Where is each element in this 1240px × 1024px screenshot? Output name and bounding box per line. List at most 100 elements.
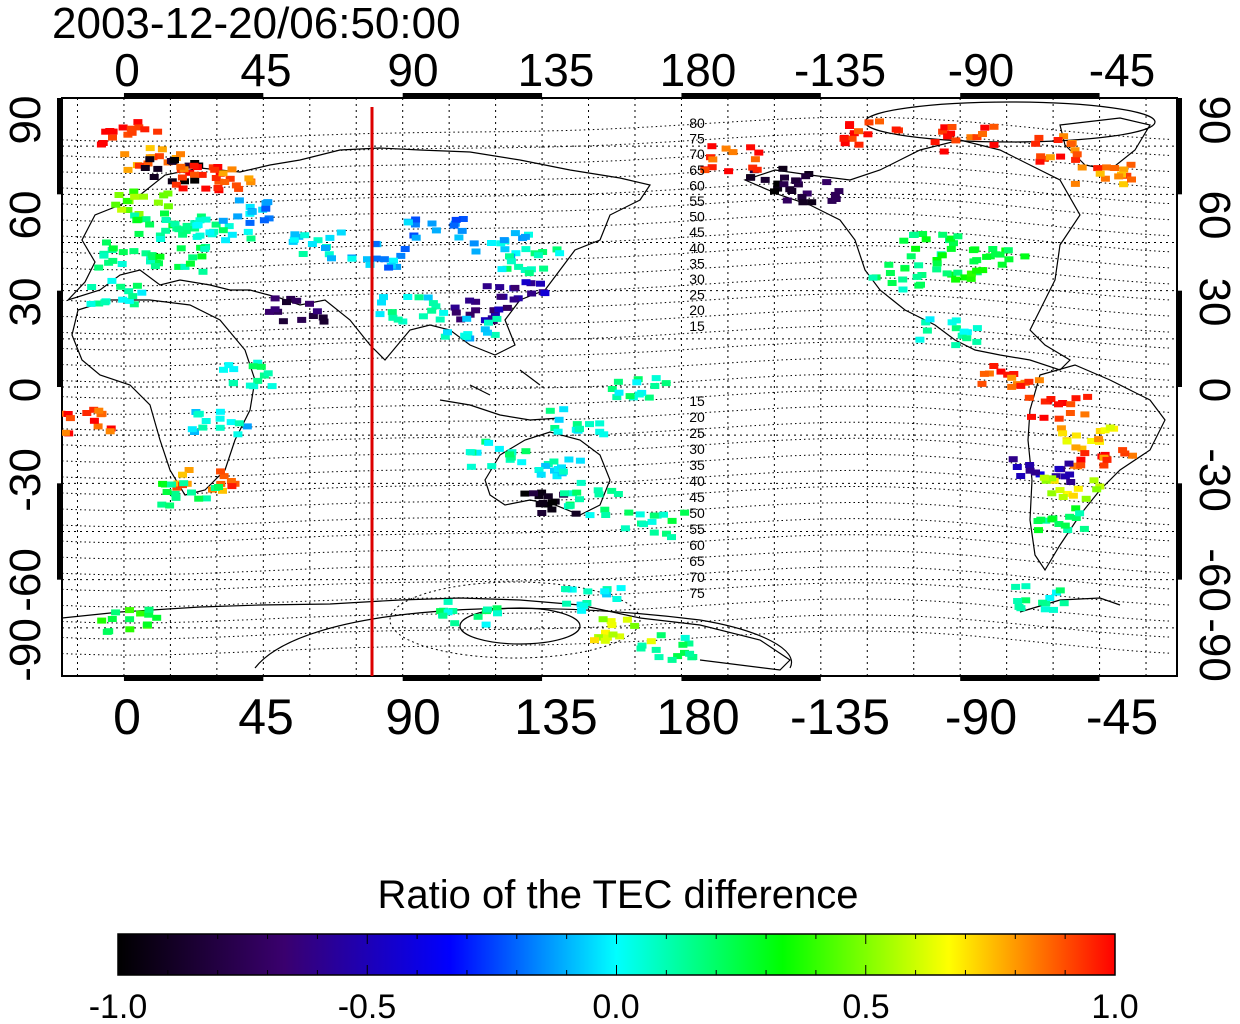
tec-cell bbox=[537, 510, 547, 516]
tec-cell bbox=[565, 502, 575, 509]
tec-cell bbox=[548, 499, 557, 506]
tec-cell bbox=[118, 249, 128, 256]
tec-cell bbox=[798, 199, 808, 206]
tec-cell bbox=[951, 317, 961, 324]
tec-cell bbox=[347, 255, 357, 262]
tec-cell bbox=[1110, 165, 1120, 171]
tec-cell bbox=[875, 118, 884, 125]
tec-cell bbox=[594, 491, 604, 498]
tec-cell bbox=[163, 203, 173, 210]
tec-cell bbox=[1014, 603, 1024, 610]
tec-cell bbox=[104, 628, 114, 635]
tec-cell bbox=[549, 458, 559, 465]
contour-label: 75 bbox=[689, 585, 705, 601]
tec-cell bbox=[1020, 253, 1030, 260]
tec-cell bbox=[863, 131, 873, 138]
tec-cell bbox=[1045, 154, 1055, 161]
tec-cell bbox=[1027, 413, 1036, 420]
tec-cell bbox=[143, 160, 153, 167]
tec-cell bbox=[218, 170, 228, 177]
tec-cell bbox=[108, 257, 118, 264]
tec-cell bbox=[947, 124, 957, 130]
tec-cell bbox=[183, 223, 193, 230]
top-tick-bar bbox=[402, 93, 543, 98]
tec-cell bbox=[688, 654, 698, 660]
tec-cell bbox=[492, 315, 502, 322]
tec-cell bbox=[1062, 438, 1072, 445]
tec-cell bbox=[864, 119, 874, 126]
tec-cell bbox=[840, 140, 850, 147]
contour-line bbox=[62, 277, 1173, 303]
tec-cell bbox=[1021, 597, 1031, 604]
tec-cell bbox=[972, 257, 982, 264]
right-lat-label: -30 bbox=[1190, 448, 1239, 512]
right-lat-label: 90 bbox=[1190, 96, 1239, 145]
tec-cell bbox=[256, 363, 266, 370]
tec-cell bbox=[318, 314, 328, 321]
tec-cell bbox=[253, 359, 263, 366]
tec-cell bbox=[1058, 494, 1068, 500]
map-plot: 8075706560555045403530252015152025303540… bbox=[61, 97, 1178, 677]
tec-cell bbox=[219, 366, 228, 373]
tec-cell bbox=[782, 197, 792, 204]
tec-cell bbox=[943, 133, 953, 140]
tec-cell bbox=[234, 197, 244, 204]
tec-cell bbox=[917, 272, 927, 278]
tec-cell bbox=[1046, 396, 1056, 402]
tec-cell bbox=[1079, 525, 1089, 532]
tec-cell bbox=[129, 188, 139, 195]
axis-tick-bars bbox=[57, 93, 1182, 681]
tec-cell bbox=[187, 489, 196, 496]
coast-australia bbox=[484, 431, 611, 516]
tec-cell bbox=[176, 163, 186, 170]
tec-cell bbox=[979, 370, 989, 377]
contour-label: 20 bbox=[689, 409, 705, 425]
tec-cell bbox=[524, 270, 534, 277]
contour-label: 55 bbox=[689, 193, 705, 209]
tec-cell bbox=[107, 616, 117, 622]
tec-cell bbox=[960, 274, 970, 281]
tec-cell bbox=[1119, 166, 1129, 173]
tec-cell bbox=[1076, 456, 1086, 463]
tec-cell bbox=[651, 375, 661, 382]
tec-cell bbox=[497, 266, 507, 273]
tec-cell bbox=[107, 277, 117, 284]
tec-cell bbox=[370, 240, 380, 247]
tec-cell bbox=[227, 231, 237, 238]
tec-cell bbox=[184, 162, 194, 169]
tec-cell bbox=[133, 119, 143, 126]
tec-cell bbox=[1049, 606, 1058, 613]
colorbar: Ratio of the TEC difference -1.0 -0.5 0.… bbox=[89, 873, 1139, 1024]
tec-cell bbox=[989, 141, 999, 148]
tec-cell bbox=[1060, 522, 1070, 529]
contour-line bbox=[62, 261, 1173, 287]
tec-cell bbox=[651, 646, 661, 653]
tec-cell bbox=[149, 174, 159, 180]
left-lat-label: 30 bbox=[1, 278, 50, 327]
tec-cell bbox=[600, 588, 610, 595]
tec-cell bbox=[229, 366, 239, 373]
tec-cell bbox=[966, 275, 976, 282]
tec-cell bbox=[215, 415, 225, 422]
tec-cell bbox=[111, 201, 121, 208]
tec-cell bbox=[595, 428, 605, 435]
left-lat-label: -60 bbox=[1, 548, 50, 612]
colorbar-tick-label: -0.5 bbox=[338, 988, 397, 1024]
tec-cell bbox=[96, 141, 106, 148]
top-tick-bar bbox=[123, 93, 264, 98]
coast-antarctica-shelf bbox=[254, 607, 793, 669]
tec-cell bbox=[537, 489, 547, 496]
tec-cell bbox=[178, 231, 188, 238]
contour-label: 25 bbox=[689, 287, 705, 303]
tec-cell bbox=[1034, 527, 1043, 534]
tec-cell bbox=[502, 265, 512, 272]
tec-cell bbox=[377, 299, 386, 306]
tec-cell bbox=[930, 139, 940, 146]
tec-cell bbox=[456, 316, 466, 323]
tec-cell bbox=[1126, 161, 1136, 168]
tec-cell bbox=[707, 164, 717, 171]
tec-cell bbox=[218, 217, 228, 224]
tec-cell bbox=[553, 428, 563, 435]
tec-cell bbox=[614, 389, 624, 396]
tec-cell bbox=[180, 263, 190, 270]
